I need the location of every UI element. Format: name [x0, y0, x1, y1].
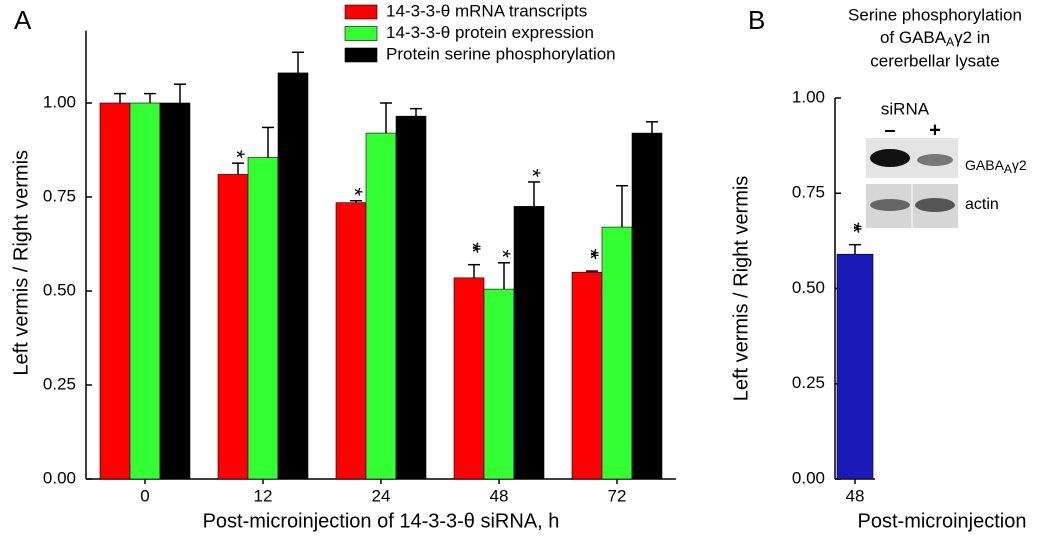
inset-band-label-part: γ2	[1012, 157, 1027, 173]
y-tick-label: 1.00	[43, 92, 76, 111]
x-tick-label: 72	[608, 486, 627, 505]
inset-lane: –	[884, 119, 895, 141]
bar	[836, 253, 874, 480]
significance: *	[490, 250, 515, 259]
blot-band	[870, 199, 910, 211]
x-axis-label: Post-microinjection of 14-3-3-θ siRNA, h	[203, 510, 560, 532]
bar	[277, 72, 309, 480]
legend-swatch	[344, 26, 378, 41]
inset-band-label: GABAAγ2	[965, 157, 1027, 176]
bar	[483, 288, 515, 480]
significance: *	[342, 187, 367, 196]
significance: **	[578, 249, 603, 261]
error-bar	[350, 200, 362, 203]
y-tick-label: 1.00	[792, 87, 825, 106]
error-bar	[174, 83, 186, 103]
y-tick-label: 0.25	[43, 374, 76, 393]
inset-band-label: actin	[965, 196, 999, 213]
chart-title: Serine phosphorylation	[848, 5, 1022, 24]
error-bar	[586, 270, 598, 273]
error-bar	[646, 121, 658, 134]
bar	[247, 157, 279, 480]
bar	[453, 277, 485, 480]
bar	[99, 102, 131, 480]
significance: *	[520, 169, 545, 178]
y-tick-label: 0.00	[43, 468, 76, 487]
error-bar	[262, 126, 274, 158]
x-tick-label: 12	[254, 486, 273, 505]
blot-band	[870, 149, 910, 167]
significance: **	[841, 222, 866, 234]
bar	[395, 115, 427, 480]
chart-title-part: of GABA	[880, 28, 947, 47]
chart-title: of GABAAγ2 in	[880, 28, 990, 49]
blot-band	[917, 154, 953, 166]
error-bar	[232, 162, 244, 175]
inset-band-label-part: GABA	[965, 157, 1005, 173]
panel-label: B	[748, 5, 765, 35]
panel-label: A	[14, 5, 32, 35]
significance: *	[224, 150, 249, 159]
error-bar	[468, 263, 480, 278]
chart-title-part: γ2 in	[954, 28, 990, 47]
legend-label: 14-3-3-θ protein expression	[386, 23, 594, 42]
y-tick-label: 0.50	[43, 280, 76, 299]
y-axis-label: Left vermis / Right vermis	[10, 150, 32, 376]
legend-swatch	[344, 47, 378, 63]
bar	[159, 102, 191, 480]
bar	[571, 271, 603, 480]
error-bar	[849, 243, 861, 255]
x-tick-label: 0	[140, 486, 149, 505]
error-bar	[410, 107, 422, 117]
error-bar	[528, 181, 540, 207]
legend-label: Protein serine phosphorylation	[386, 44, 616, 63]
bar	[335, 202, 367, 480]
bar	[513, 206, 545, 480]
error-bar	[616, 184, 628, 228]
y-tick-label: 0.25	[792, 373, 825, 392]
legend-swatch	[344, 4, 378, 20]
bar	[217, 174, 249, 480]
x-tick-label: 24	[372, 486, 391, 505]
y-axis-label: Left vermis / Right vermis	[730, 176, 752, 402]
y-tick-label: 0.75	[792, 183, 825, 202]
chart-title: cererbellar lysate	[870, 51, 999, 70]
inset-treatment: siRNA	[881, 99, 930, 118]
bar	[631, 132, 663, 480]
inset-lane: +	[929, 119, 941, 141]
bar	[601, 226, 633, 480]
x-tick-label: 48	[490, 486, 509, 505]
y-tick-label: 0.50	[792, 278, 825, 297]
error-bar	[114, 92, 126, 103]
x-axis-label: Post-microinjection	[858, 510, 1027, 532]
significance: **	[460, 242, 485, 254]
blot-band	[915, 198, 955, 212]
y-tick-label: 0.75	[43, 186, 76, 205]
inset-band-label-part: A	[1004, 162, 1012, 176]
x-tick-label: 48	[846, 486, 865, 505]
error-bar	[380, 102, 392, 134]
chart-title-part: A	[946, 35, 954, 49]
error-bar	[144, 92, 156, 103]
y-tick-label: 0.00	[792, 468, 825, 487]
legend-label: 14-3-3-θ mRNA transcripts	[386, 1, 587, 20]
bar	[365, 132, 397, 480]
error-bar	[498, 262, 510, 290]
bar	[129, 102, 161, 480]
error-bar	[292, 51, 304, 73]
